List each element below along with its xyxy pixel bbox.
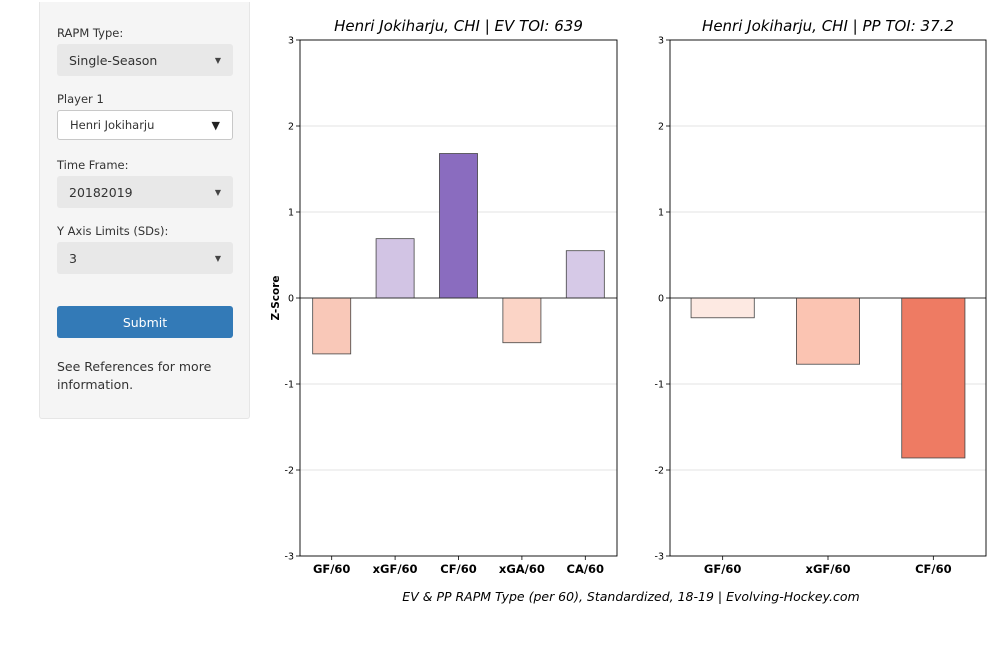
rapm-type-select[interactable]: Single-Season ▼ <box>57 44 233 76</box>
x-tick-label: GF/60 <box>313 562 351 576</box>
bar-gf-per-60 <box>312 297 352 355</box>
time-frame-label: Time Frame: <box>57 158 129 172</box>
caret-down-icon: ▼ <box>214 55 221 65</box>
bar-xgf-per-60 <box>375 238 415 299</box>
bar-ca-per-60 <box>565 250 605 299</box>
y-tick-label: -2 <box>655 466 664 477</box>
y-tick-label: 1 <box>658 208 664 219</box>
y-tick-label: 2 <box>288 122 294 133</box>
bar-gf-per-60 <box>690 297 755 319</box>
time-frame-value: 20182019 <box>69 184 133 200</box>
x-tick-label: xGF/60 <box>806 562 851 576</box>
x-tick-label: GF/60 <box>704 562 742 576</box>
y-axis-limits-value: 3 <box>69 250 77 266</box>
player1-label: Player 1 <box>57 92 104 106</box>
y-axis-limits-select[interactable]: 3 ▼ <box>57 242 233 274</box>
y-tick-label: 2 <box>658 122 664 133</box>
bar-cf-per-60 <box>439 153 478 299</box>
submit-button[interactable]: Submit <box>57 306 233 338</box>
chart-title-1: Henri Jokiharju, CHI | EV TOI: 639 <box>334 17 583 35</box>
y-tick-label: -3 <box>285 552 294 563</box>
rapm-type-value: Single-Season <box>69 52 158 68</box>
time-frame-select[interactable]: 20182019 ▼ <box>57 176 233 208</box>
x-tick-label: CF/60 <box>915 562 952 576</box>
help-text: See References for more information. <box>57 359 212 392</box>
bar-cf-per-60 <box>901 297 966 459</box>
caret-down-icon: ▼ <box>214 253 221 263</box>
y-tick-label: 0 <box>288 294 294 305</box>
chart-caption: EV & PP RAPM Type (per 60), Standardized… <box>402 589 860 604</box>
y-tick-label: -1 <box>285 380 294 391</box>
rapm-type-label: RAPM Type: <box>57 26 124 40</box>
player1-value: Henri Jokiharju <box>70 118 155 132</box>
sidebar-panel: RAPM Type: Single-Season ▼ Player 1 Henr… <box>39 2 250 419</box>
y-tick-label: -1 <box>655 380 664 391</box>
caret-down-icon: ▼ <box>211 118 220 132</box>
plot-frame <box>299 39 618 557</box>
y-tick-label: -3 <box>655 552 664 563</box>
x-tick-label: xGA/60 <box>499 562 545 576</box>
y-axis-limits-label: Y Axis Limits (SDs): <box>57 224 169 238</box>
y-tick-label: 3 <box>288 36 294 47</box>
caret-down-icon: ▼ <box>214 187 221 197</box>
x-tick-label: xGF/60 <box>373 562 418 576</box>
player1-select[interactable]: Henri Jokiharju ▼ <box>57 110 233 140</box>
bar-xga-per-60 <box>502 297 542 344</box>
chart-area: Henri Jokiharju, CHI | EV TOI: 639 GF/60 x… <box>262 10 1000 620</box>
y-tick-label: 1 <box>288 208 294 219</box>
x-tick-label: CF/60 <box>440 562 477 576</box>
y-tick-label: 3 <box>658 36 664 47</box>
plot-frame <box>669 39 987 557</box>
x-tick-label: CA/60 <box>567 562 605 576</box>
y-tick-label: 0 <box>658 294 664 305</box>
bar-xgf-per-60 <box>796 297 861 365</box>
chart-title-2: Henri Jokiharju, CHI | PP TOI: 37.2 <box>702 17 954 35</box>
y-axis-label: Z-Score <box>270 275 282 320</box>
y-tick-label: -2 <box>285 466 294 477</box>
rapm-charts: Henri Jokiharju, CHI | EV TOI: 639 GF/60 x… <box>270 17 987 576</box>
